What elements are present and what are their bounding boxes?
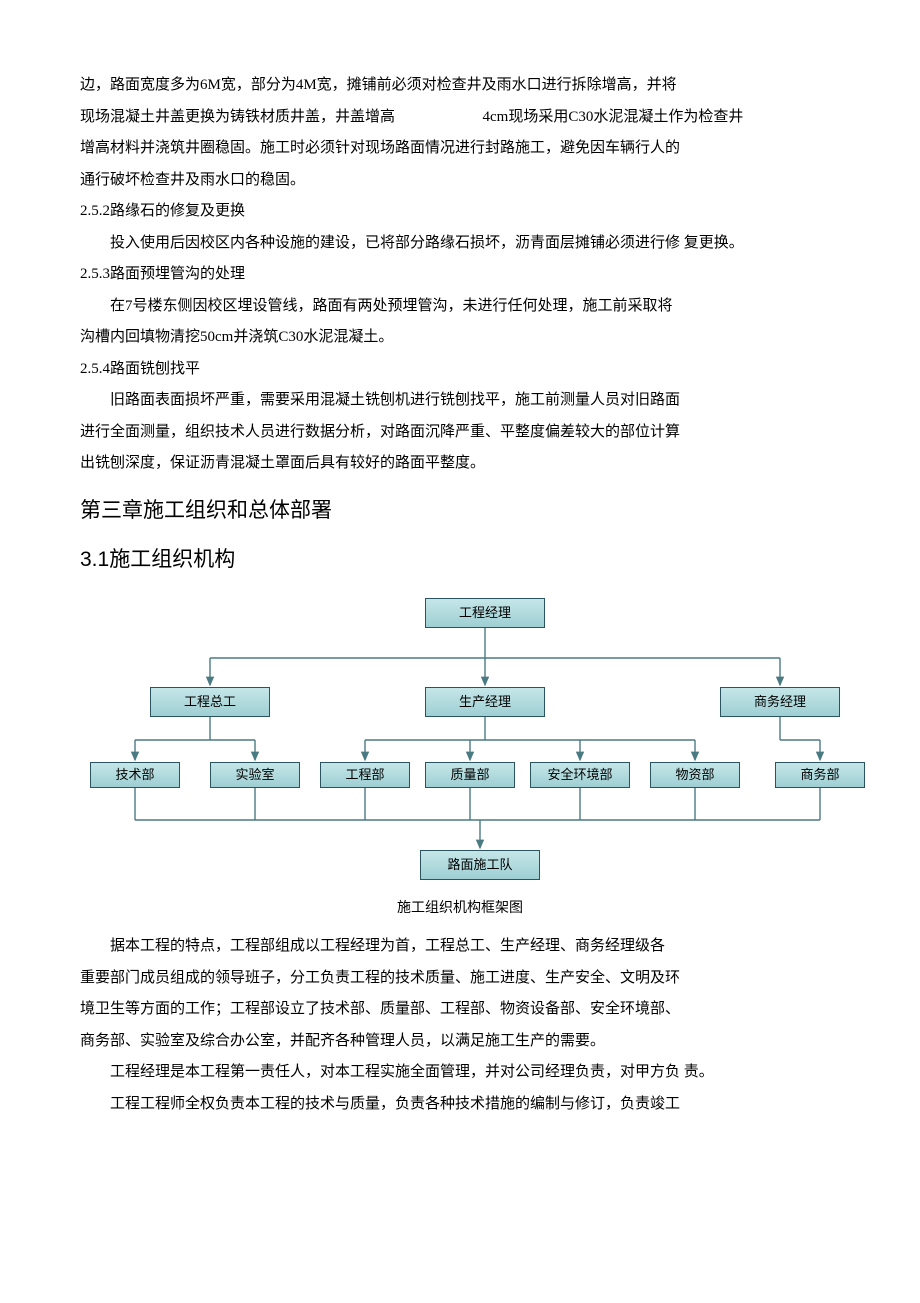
org-node: 安全环境部	[530, 762, 630, 788]
org-node: 工程总工	[150, 687, 270, 717]
para-line: 边，路面宽度多为6M宽，部分为4M宽，摊铺前必须对检查井及雨水口进行拆除增高，并…	[80, 70, 840, 102]
org-node: 物资部	[650, 762, 740, 788]
para-line: 进行全面测量，组织技术人员进行数据分析，对路面沉降严重、平整度偏差较大的部位计算	[80, 417, 840, 449]
para-line: 在7号楼东侧因校区埋设管线，路面有两处预埋管沟，未进行任何处理，施工前采取将	[80, 291, 840, 323]
org-node: 工程经理	[425, 598, 545, 628]
org-node: 生产经理	[425, 687, 545, 717]
section-31-title: 3.1施工组织机构	[80, 538, 840, 582]
para-line: 工程经理是本工程第一责任人，对本工程实施全面管理，并对公司经理负责，对甲方负 责…	[80, 1057, 840, 1089]
text-fragment: 现场混凝土井盖更换为铸铁材质井盖，井盖增高	[80, 109, 395, 125]
para-line: 沟槽内回填物清挖50cm并浇筑C30水泥混凝土。	[80, 322, 840, 354]
para-line: 工程工程师全权负责本工程的技术与质量，负责各种技术措施的编制与修订，负责竣工	[80, 1089, 840, 1121]
org-node: 实验室	[210, 762, 300, 788]
org-node: 路面施工队	[420, 850, 540, 880]
para-line: 旧路面表面损坏严重，需要采用混凝土铣刨机进行铣刨找平，施工前测量人员对旧路面	[80, 385, 840, 417]
org-chart: 工程经理工程总工生产经理商务经理技术部实验室工程部质量部安全环境部物资部商务部路…	[80, 592, 840, 892]
para-line: 据本工程的特点，工程部组成以工程经理为首，工程总工、生产经理、商务经理级各	[80, 931, 840, 963]
org-node: 工程部	[320, 762, 410, 788]
para-line: 重要部门成员组成的领导班子，分工负责工程的技术质量、施工进度、生产安全、文明及环	[80, 963, 840, 995]
para-line: 现场混凝土井盖更换为铸铁材质井盖，井盖增高 4cm现场采用C30水泥混凝土作为检…	[80, 102, 840, 134]
para-line: 投入使用后因校区内各种设施的建设，已将部分路缘石损坏，沥青面层摊铺必须进行修 复…	[80, 228, 840, 260]
subheading-253: 2.5.3路面预埋管沟的处理	[80, 259, 840, 291]
org-node: 技术部	[90, 762, 180, 788]
para-line: 商务部、实验室及综合办公室，并配齐各种管理人员，以满足施工生产的需要。	[80, 1026, 840, 1058]
org-chart-caption: 施工组织机构框架图	[80, 894, 840, 923]
subheading-252: 2.5.2路缘石的修复及更换	[80, 196, 840, 228]
para-line: 增高材料并浇筑井圈稳固。施工时必须针对现场路面情况进行封路施工，避免因车辆行人的	[80, 133, 840, 165]
org-node: 商务部	[775, 762, 865, 788]
para-line: 出铣刨深度，保证沥青混凝土罩面后具有较好的路面平整度。	[80, 448, 840, 480]
subheading-254: 2.5.4路面铣刨找平	[80, 354, 840, 386]
para-line: 境卫生等方面的工作；工程部设立了技术部、质量部、工程部、物资设备部、安全环境部、	[80, 994, 840, 1026]
text-fragment: 4cm现场采用C30水泥混凝土作为检查井	[483, 109, 744, 125]
org-node: 质量部	[425, 762, 515, 788]
org-node: 商务经理	[720, 687, 840, 717]
org-chart-edges	[80, 592, 870, 892]
para-line: 通行破坏检查井及雨水口的稳固。	[80, 165, 840, 197]
chapter-3-title: 第三章施工组织和总体部署	[80, 488, 840, 532]
org-chart-canvas: 工程经理工程总工 生产经理 商务经理技术部 实验室工程部质量部安全环境部物资部 商务部路…	[80, 592, 870, 892]
